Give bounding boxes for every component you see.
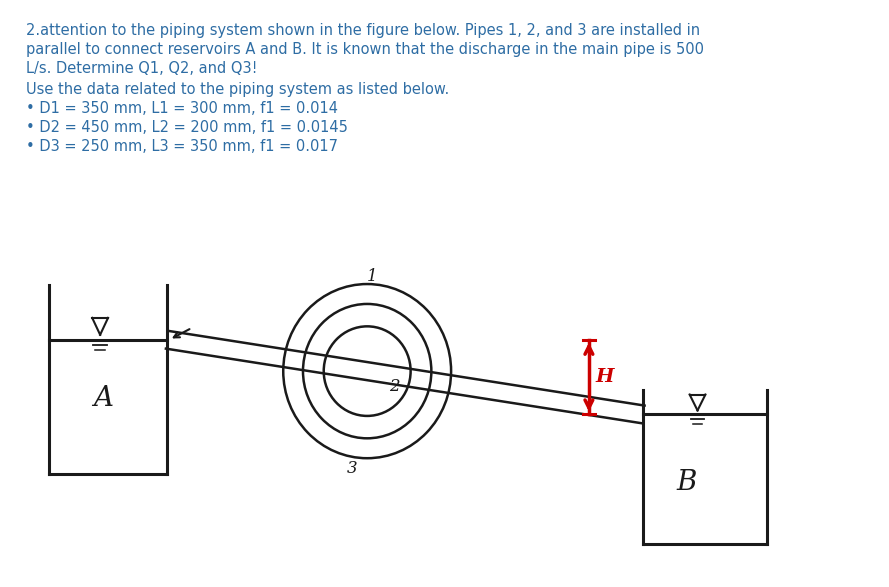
Text: parallel to connect reservoirs A and B. It is known that the discharge in the ma: parallel to connect reservoirs A and B. … bbox=[26, 42, 704, 57]
Text: B: B bbox=[677, 468, 697, 495]
Text: 2: 2 bbox=[389, 377, 400, 394]
Text: 2.attention to the piping system shown in the figure below. Pipes 1, 2, and 3 ar: 2.attention to the piping system shown i… bbox=[26, 23, 701, 38]
Text: • D3 = 250 mm, L3 = 350 mm, f1 = 0.017: • D3 = 250 mm, L3 = 350 mm, f1 = 0.017 bbox=[26, 139, 338, 154]
Text: Use the data related to the piping system as listed below.: Use the data related to the piping syste… bbox=[26, 82, 449, 97]
Text: • D1 = 350 mm, L1 = 300 mm, f1 = 0.014: • D1 = 350 mm, L1 = 300 mm, f1 = 0.014 bbox=[26, 101, 338, 116]
Text: 1: 1 bbox=[367, 268, 378, 285]
Text: A: A bbox=[93, 385, 113, 412]
Text: • D2 = 450 mm, L2 = 200 mm, f1 = 0.0145: • D2 = 450 mm, L2 = 200 mm, f1 = 0.0145 bbox=[26, 120, 348, 135]
Text: 3: 3 bbox=[347, 460, 357, 477]
Text: H: H bbox=[596, 368, 614, 386]
Text: L/s. Determine Q1, Q2, and Q3!: L/s. Determine Q1, Q2, and Q3! bbox=[26, 61, 258, 76]
